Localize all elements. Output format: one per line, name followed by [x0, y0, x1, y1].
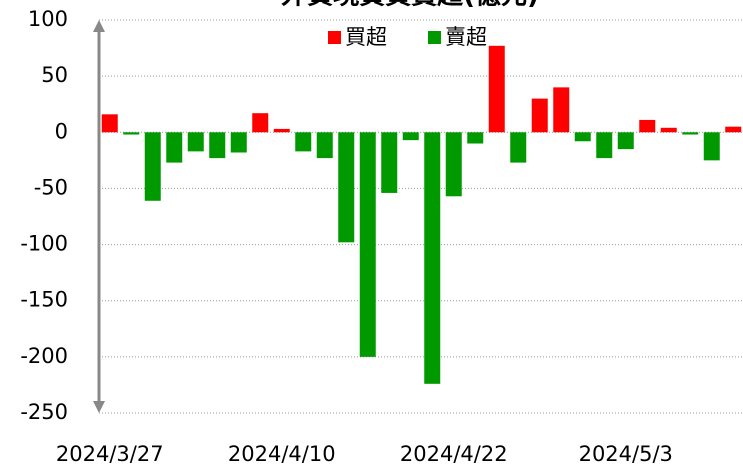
bar — [682, 132, 699, 135]
bar — [338, 132, 355, 243]
bar — [703, 132, 720, 161]
bar — [316, 132, 333, 159]
x-tick-label: 2024/4/10 — [228, 442, 336, 466]
bar — [553, 87, 570, 133]
x-tick-label: 2024/4/22 — [400, 442, 508, 466]
chart-title: 外資現貨買賣超(億元) — [281, 0, 539, 11]
legend-swatch — [428, 31, 441, 44]
axis-arrow — [93, 20, 105, 32]
axis-arrow — [93, 401, 105, 413]
bar — [252, 113, 269, 133]
bar — [187, 132, 204, 152]
x-tick-label: 2024/3/27 — [56, 442, 164, 466]
bar — [166, 132, 183, 163]
bar — [230, 132, 247, 153]
bar — [467, 132, 484, 144]
y-tick-label: -250 — [20, 400, 68, 424]
bar — [209, 132, 226, 159]
bar — [273, 128, 290, 133]
legend-label: 賣超 — [445, 25, 487, 49]
y-tick-label: -200 — [20, 344, 68, 368]
bar — [531, 98, 548, 133]
legend-swatch — [328, 31, 341, 44]
y-tick-label: -150 — [20, 288, 68, 312]
bar — [295, 132, 312, 152]
bar — [574, 132, 591, 142]
y-tick-label: 100 — [28, 7, 68, 31]
y-tick-label: 50 — [41, 63, 68, 87]
bar — [381, 132, 398, 193]
bar — [596, 132, 613, 159]
y-tick-label: -50 — [34, 175, 68, 199]
x-tick-label: 2024/5/3 — [579, 442, 673, 466]
bar — [424, 132, 441, 384]
bar — [488, 45, 505, 133]
bar — [123, 132, 140, 135]
bar — [359, 132, 376, 357]
bar — [101, 114, 118, 133]
bar — [445, 132, 462, 197]
bar — [725, 126, 742, 133]
bar — [617, 132, 634, 150]
y-tick-label: -100 — [20, 232, 68, 256]
bar — [510, 132, 527, 163]
legend-label: 買超 — [345, 25, 387, 49]
bar — [639, 119, 656, 133]
bar — [144, 132, 161, 201]
bar — [660, 127, 677, 133]
y-tick-label: 0 — [55, 119, 68, 143]
bar — [402, 132, 419, 141]
